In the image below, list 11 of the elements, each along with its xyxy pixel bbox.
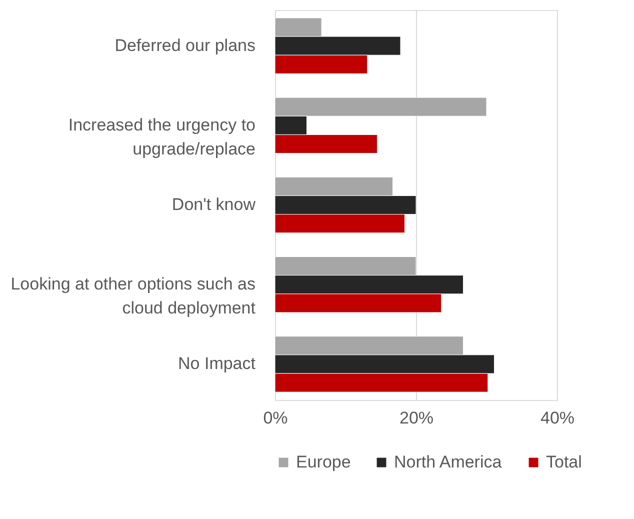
x-tick-label: 40% — [540, 408, 575, 428]
y-tick-label: Don't know — [172, 195, 256, 214]
legend-label: Total — [546, 452, 582, 472]
x-tick-label: 0% — [263, 408, 288, 428]
y-tick-label: No Impact — [178, 354, 256, 374]
legend-label: Europe — [296, 452, 351, 472]
y-tick-label: Deferred our plans — [114, 36, 256, 55]
legend-label: North America — [394, 452, 502, 472]
y-tick-label: Looking at other options such as cloud deployment — [10, 274, 256, 318]
x-tick-label: 20% — [399, 408, 434, 428]
y-tick-label: Increased the urgency to upgrade/replace — [68, 115, 256, 158]
